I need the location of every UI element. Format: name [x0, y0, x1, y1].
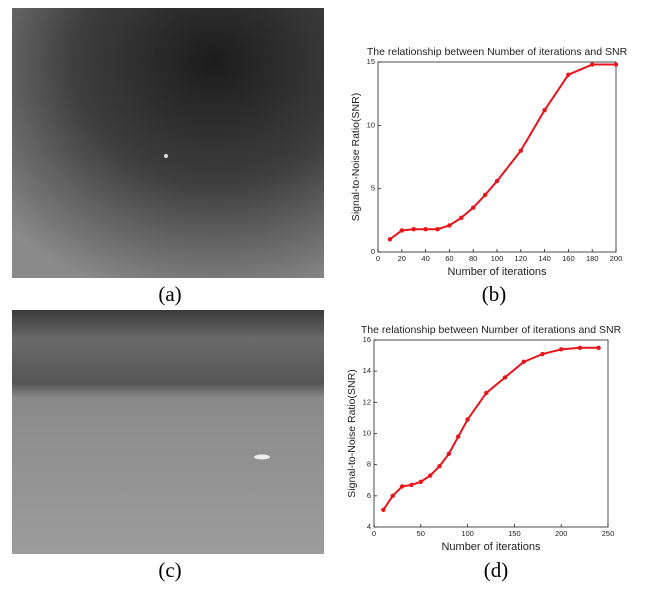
- x-tick-label: 150: [508, 529, 521, 538]
- x-axis-label: Number of iterations: [447, 266, 547, 278]
- snr-point: [446, 451, 452, 456]
- snr-point: [559, 347, 564, 352]
- x-tick-label: 250: [602, 529, 615, 538]
- snr-point: [596, 345, 601, 350]
- snr-point: [456, 434, 461, 439]
- y-tick-label: 0: [371, 247, 375, 256]
- y-tick-label: 16: [363, 335, 371, 344]
- snr-point: [447, 223, 452, 228]
- y-tick-label: 5: [371, 184, 375, 193]
- caption: (d): [484, 558, 509, 582]
- y-tick-label: 15: [367, 57, 375, 66]
- x-tick-label: 100: [491, 254, 504, 263]
- x-tick-label: 80: [469, 254, 477, 263]
- y-axis-label: Signal-to-Noise Ratio(SNR): [350, 93, 362, 221]
- snr-point: [427, 473, 433, 478]
- x-tick-label: 200: [610, 254, 623, 263]
- snr-point: [613, 62, 619, 67]
- snr-point: [502, 375, 508, 380]
- y-tick-label: 12: [363, 397, 371, 406]
- target-dot: [254, 454, 270, 460]
- x-tick-label: 180: [586, 254, 599, 263]
- x-tick-label: 50: [417, 529, 425, 538]
- snr-point: [521, 359, 526, 365]
- y-tick-label: 4: [367, 522, 371, 531]
- snr-point: [459, 215, 464, 220]
- chart-title: The relationship between Number of itera…: [361, 324, 622, 336]
- x-tick-label: 0: [372, 529, 376, 538]
- snr-point: [542, 107, 547, 113]
- x-tick-label: 40: [421, 254, 429, 263]
- snr-point: [471, 205, 476, 210]
- plot-frame: [373, 339, 609, 528]
- x-axis-label: Number of iterations: [441, 541, 541, 553]
- y-tick-label: 10: [367, 120, 375, 129]
- snr-point: [437, 464, 442, 469]
- snr-point: [494, 178, 500, 184]
- snr-point: [482, 192, 488, 198]
- infrared-image-c: [12, 310, 324, 554]
- y-tick-label: 14: [363, 366, 371, 375]
- snr-point: [484, 390, 489, 396]
- snr-point: [409, 482, 414, 488]
- y-tick-label: 8: [367, 460, 371, 469]
- snr-point: [577, 345, 583, 350]
- snr-point: [390, 493, 395, 499]
- x-tick-label: 200: [555, 529, 568, 538]
- y-axis-label: Signal-to-Noise Ratio(SNR): [346, 369, 358, 497]
- snr-line: [389, 63, 616, 241]
- caption: (b): [482, 282, 507, 306]
- target-dot: [164, 154, 168, 158]
- x-tick-label: 0: [376, 254, 380, 263]
- snr-point: [435, 227, 440, 232]
- x-tick-label: 160: [562, 254, 575, 263]
- snr-point: [566, 72, 571, 77]
- x-tick-label: 140: [538, 254, 551, 263]
- snr-point: [540, 351, 545, 357]
- y-tick-label: 10: [363, 428, 371, 437]
- snr-point: [423, 227, 428, 232]
- snr-point: [465, 417, 470, 422]
- chart-title: The relationship between Number of itera…: [367, 46, 628, 58]
- snr-line: [382, 346, 599, 511]
- x-tick-label: 20: [398, 254, 406, 263]
- snr-point: [387, 237, 393, 242]
- y-tick-label: 6: [367, 491, 371, 500]
- x-tick-label: 60: [445, 254, 453, 263]
- plot-frame: [377, 61, 617, 253]
- snr-point: [411, 227, 416, 232]
- snr-point: [381, 507, 386, 513]
- snr-point: [399, 228, 404, 233]
- snr-point: [518, 148, 523, 153]
- snr-point: [399, 484, 405, 489]
- x-tick-label: 120: [515, 254, 528, 263]
- caption: (c): [158, 558, 181, 582]
- infrared-image-a: [12, 8, 324, 278]
- x-tick-label: 100: [461, 529, 474, 538]
- caption: (a): [158, 282, 181, 306]
- snr-point: [418, 479, 423, 485]
- snr-point: [590, 62, 595, 67]
